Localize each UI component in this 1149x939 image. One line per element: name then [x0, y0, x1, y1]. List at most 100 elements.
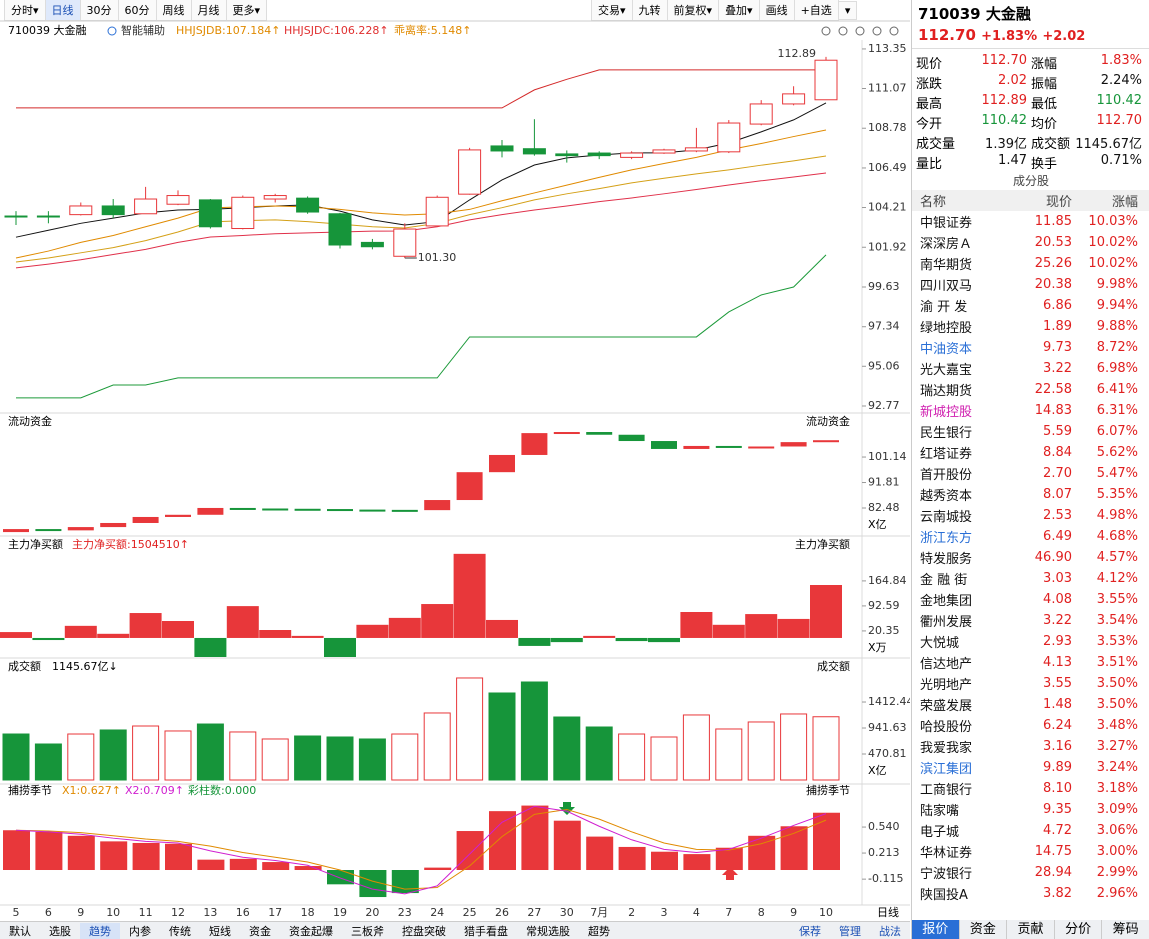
net-buy-bar — [615, 637, 648, 642]
panel-title: 成交额 — [8, 659, 41, 673]
candle-body — [101, 205, 125, 216]
ma-line — [15, 172, 827, 269]
quote-tab[interactable]: 贡献 — [1007, 920, 1055, 939]
period-button[interactable]: 月线 — [190, 0, 227, 21]
stock-change: 3.50% — [1096, 676, 1138, 691]
unit-label: X亿 — [868, 764, 887, 777]
net-buy-bar — [680, 612, 713, 638]
constituent-row[interactable]: 滨江集团 9.89 3.24% — [912, 757, 1149, 778]
constituent-row[interactable]: 中银证券 11.85 10.03% — [912, 211, 1149, 232]
constituent-row[interactable]: 新城控股 14.83 6.31% — [912, 400, 1149, 421]
constituent-row[interactable]: 瑞达期货 22.58 6.41% — [912, 379, 1149, 400]
constituent-row[interactable]: 陆家嘴 9.35 3.09% — [912, 799, 1149, 820]
x-tick-label: 30 — [560, 906, 574, 919]
bottom-tab[interactable]: 资金起爆 — [289, 925, 333, 938]
table-header: 名称 现价 涨幅 — [912, 190, 1149, 211]
constituent-row[interactable]: 金地集团 4.08 3.55% — [912, 589, 1149, 610]
constituent-row[interactable]: 渝 开 发 6.86 9.94% — [912, 295, 1149, 316]
bottom-tab[interactable]: 内参 — [129, 925, 151, 938]
net-buy-bar — [421, 604, 454, 638]
constituent-row[interactable]: 华林证券 14.75 3.00% — [912, 841, 1149, 862]
assist-label[interactable]: 智能辅助 — [121, 23, 165, 37]
stock-name: 绿地控股 — [920, 321, 973, 336]
quote-value: 1.47 — [998, 152, 1027, 168]
constituent-row[interactable]: 金 融 街 3.03 4.12% — [912, 568, 1149, 589]
bottom-tab[interactable]: 猎手看盘 — [464, 925, 508, 938]
constituent-row[interactable]: 光明地产 3.55 3.50% — [912, 673, 1149, 694]
period-button[interactable]: 更多▾ — [225, 0, 268, 21]
bottom-tab[interactable]: 控盘突破 — [402, 925, 446, 938]
constituent-row[interactable]: 大悦城 2.93 3.53% — [912, 631, 1149, 652]
stock-change: 3.50% — [1096, 697, 1138, 712]
period-button[interactable]: 周线 — [155, 0, 192, 21]
quote-label: 量比 — [916, 156, 943, 172]
constituent-row[interactable]: 民生银行 5.59 6.07% — [912, 421, 1149, 442]
constituent-row[interactable]: 云南城投 2.53 4.98% — [912, 505, 1149, 526]
period-button[interactable]: 30分 — [79, 0, 119, 21]
constituent-row[interactable]: 我爱我家 3.16 3.27% — [912, 736, 1149, 757]
flow-bar — [229, 507, 256, 510]
bottom-tab[interactable]: 常规选股 — [526, 925, 570, 938]
quote-tab[interactable]: 分价 — [1055, 920, 1103, 939]
quote-tab[interactable]: 筹码 — [1102, 920, 1149, 939]
constituent-row[interactable]: 中油资本 9.73 8.72% — [912, 337, 1149, 358]
season-bar — [586, 836, 614, 871]
panel-value: X1:0.627↑ — [62, 784, 121, 797]
stock-name: 深深房Ａ — [920, 237, 973, 252]
flow-bar — [262, 508, 289, 511]
tool-toolbar: 交易▾ 九转 前复权▾ 叠加▾ 画线 +自选 ▾ — [591, 0, 858, 21]
constituent-row[interactable]: 工商银行 8.10 3.18% — [912, 778, 1149, 799]
constituent-row[interactable]: 哈投股份 6.24 3.48% — [912, 715, 1149, 736]
constituent-row[interactable]: 特发服务 46.90 4.57% — [912, 547, 1149, 568]
stock-change: 3.09% — [1096, 802, 1138, 817]
constituent-row[interactable]: 浙江东方 6.49 4.68% — [912, 526, 1149, 547]
constituent-row[interactable]: 信达地产 4.13 3.51% — [912, 652, 1149, 673]
x-tick-label: 27 — [527, 906, 541, 919]
bottom-tab[interactable]: 短线 — [209, 925, 231, 938]
constituent-row[interactable]: 光大嘉宝 3.22 6.98% — [912, 358, 1149, 379]
constituent-row[interactable]: 南华期货 25.26 10.02% — [912, 253, 1149, 274]
flow-bar — [424, 500, 451, 511]
volume-bar — [294, 735, 322, 781]
y-tick-label: 108.78 — [868, 121, 907, 134]
bottom-tab[interactable]: 趋势 — [80, 923, 120, 939]
quote-tab[interactable]: 报价 — [912, 920, 960, 939]
constituent-row[interactable]: 越秀资本 8.07 5.35% — [912, 484, 1149, 505]
y-tick-label: 164.84 — [868, 574, 907, 587]
season-bar — [3, 830, 30, 871]
quote-value: 2.02 — [998, 72, 1027, 88]
constituent-row[interactable]: 首开股份 2.70 5.47% — [912, 463, 1149, 484]
bottom-tab[interactable]: 默认 — [9, 925, 31, 938]
bottom-tab[interactable]: 资金 — [249, 925, 271, 938]
constituent-row[interactable]: 宁波银行 28.94 2.99% — [912, 862, 1149, 883]
stock-change: 4.68% — [1096, 529, 1138, 544]
quote-label: 换手 — [1031, 156, 1058, 172]
bottom-tab[interactable]: 选股 — [49, 925, 71, 938]
candle-body — [684, 147, 708, 152]
season-bar — [229, 858, 257, 871]
stock-change: 2.96% — [1096, 886, 1138, 901]
bottom-tab[interactable]: 管理 — [839, 925, 861, 938]
constituent-row[interactable]: 红塔证券 8.84 5.62% — [912, 442, 1149, 463]
quote-tab[interactable]: 资金 — [960, 920, 1008, 939]
constituent-row[interactable]: 衢州发展 3.22 3.54% — [912, 610, 1149, 631]
tool-button[interactable]: ▾ — [837, 0, 858, 20]
bottom-tab[interactable]: 三板斧 — [351, 925, 384, 938]
net-buy-bar — [129, 613, 162, 638]
assist-icon — [107, 26, 117, 36]
constituent-row[interactable]: 深深房Ａ 20.53 10.02% — [912, 232, 1149, 253]
tool-button[interactable]: 叠加▾ — [718, 0, 760, 21]
x-tick-label: 10 — [819, 906, 833, 919]
constituent-row[interactable]: 绿地控股 1.89 9.88% — [912, 316, 1149, 337]
constituent-row[interactable]: 电子城 4.72 3.06% — [912, 820, 1149, 841]
constituent-row[interactable]: 四川双马 20.38 9.98% — [912, 274, 1149, 295]
constituent-row[interactable]: 陕国投A 3.82 2.96% — [912, 883, 1149, 904]
bottom-tab[interactable]: 战法 — [879, 925, 901, 938]
bottom-tab[interactable]: 超势 — [588, 925, 610, 938]
constituent-row[interactable]: 荣盛发展 1.48 3.50% — [912, 694, 1149, 715]
quote-cell: 均价 112.70 — [1031, 113, 1146, 132]
bottom-tab[interactable]: 保荐 — [799, 925, 821, 938]
volume-bar — [34, 743, 62, 781]
divider — [912, 48, 1149, 49]
bottom-tab[interactable]: 传统 — [169, 925, 191, 938]
